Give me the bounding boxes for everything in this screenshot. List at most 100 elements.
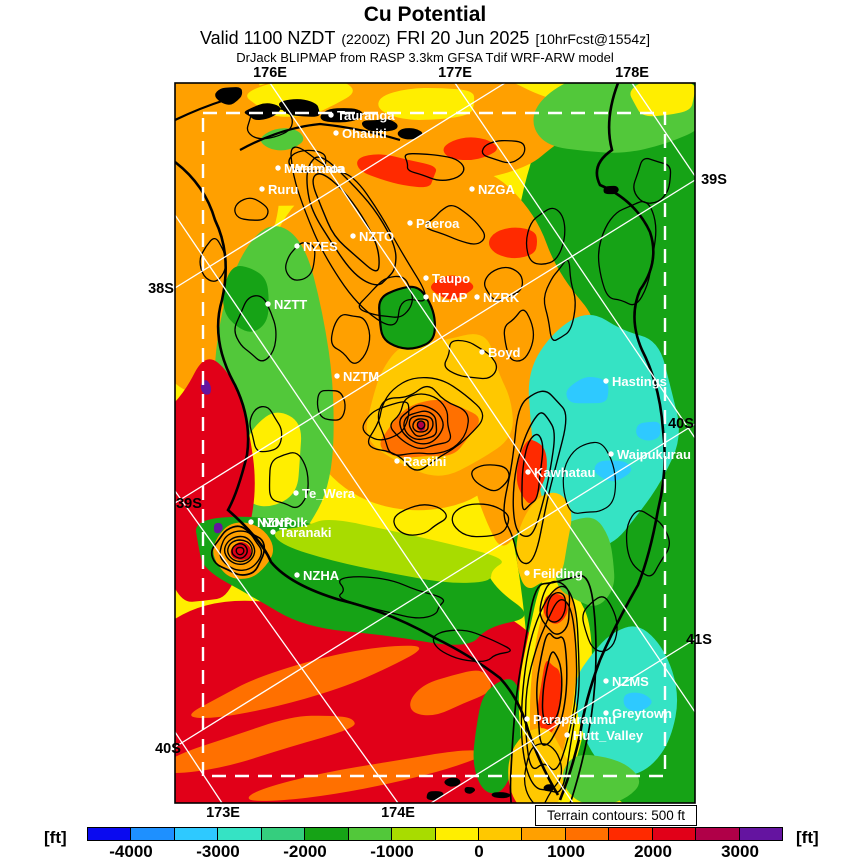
- coast-landmass-blob: [491, 792, 511, 799]
- site-dot: [603, 678, 609, 684]
- map-region: [488, 227, 537, 259]
- site-label: NZMS: [612, 674, 649, 689]
- colorbar-segment: [434, 828, 478, 840]
- terrain-contour: [223, 535, 256, 566]
- terrain-contour: [377, 385, 469, 456]
- colorbar: [87, 827, 783, 841]
- terrain-contour: [312, 173, 380, 272]
- site-label: Feilding: [533, 566, 583, 581]
- axis-label-top-178e: 178E: [615, 65, 649, 81]
- site-label: Norfolk: [262, 515, 308, 530]
- site-marker: NZTM: [334, 369, 379, 384]
- colorbar-tick-label: 3000: [721, 842, 759, 860]
- site-dot: [350, 233, 356, 239]
- colorbar-tick-label: -1000: [370, 842, 414, 860]
- model-domain-boundary: [201, 111, 667, 778]
- terrain-contour: [330, 314, 371, 364]
- terrain-legend-box: Terrain contours: 500 ft: [535, 805, 697, 826]
- site-marker: Hutt_Valley: [564, 728, 644, 743]
- terrain-contour: [390, 393, 452, 450]
- site-dot: [294, 243, 300, 249]
- colorbar-segment: [304, 828, 348, 840]
- terrain-contour: [362, 401, 410, 441]
- coast-landmass-blob: [244, 103, 281, 120]
- terrain-contour: [509, 574, 597, 803]
- site-dot: [524, 716, 530, 722]
- site-dot: [474, 294, 480, 300]
- terrain-contour: [483, 266, 524, 301]
- axis-label-right-40s: 40S: [668, 416, 694, 432]
- axis-label-top-177e: 177E: [438, 65, 472, 81]
- site-label: Hastings: [612, 374, 667, 389]
- site-label: Matamata: [284, 161, 345, 176]
- site-label: Greytown: [612, 706, 672, 721]
- site-label: NZNP: [257, 515, 293, 530]
- map-region: [516, 492, 572, 589]
- map-region: [594, 460, 632, 482]
- site-marker: NZHA: [294, 568, 340, 583]
- axis-label-left-39s: 39S: [176, 496, 202, 512]
- terrain-contour: [451, 503, 510, 538]
- colorbar-segment: [88, 828, 131, 840]
- graticule-line-175e: [175, 214, 574, 803]
- graticule-line-176e: [269, 83, 695, 713]
- site-marker: NZTO: [350, 229, 394, 244]
- terrain-contour: [358, 275, 414, 318]
- site-label: Taupo: [432, 271, 470, 286]
- terrain-contour: [582, 596, 618, 653]
- site-label: Kawhatau: [534, 465, 595, 480]
- site-dot: [479, 349, 485, 355]
- map-region: [410, 670, 491, 716]
- site-marker: NZRK: [474, 290, 520, 305]
- terrain-contour: [403, 410, 438, 441]
- terrain-contour: [367, 376, 484, 471]
- terrain-contour: [235, 546, 245, 556]
- terrain-contour: [378, 285, 436, 350]
- terrain-contour: [399, 404, 444, 445]
- site-label: Hutt_Valley: [573, 728, 644, 743]
- terrain-contour: [425, 204, 486, 245]
- site-markers: Tauranga Ohauiti Matamata Waharoa Ruru N…: [248, 108, 691, 743]
- terrain-contour: [503, 390, 567, 565]
- terrain-contour: [288, 149, 327, 172]
- terrain-contour: [471, 464, 510, 492]
- axis-label-right-41s: 41S: [686, 632, 712, 648]
- coastline-east: [558, 83, 666, 801]
- site-marker: Hastings: [603, 374, 667, 389]
- coast-landmass-blob: [543, 784, 554, 792]
- terrain-contour: [503, 309, 535, 362]
- site-marker: Greytown: [603, 706, 672, 721]
- colorbar-segment: [347, 828, 392, 840]
- axis-label-bottom-174e: 174E: [381, 805, 415, 821]
- colorbar-tick-label: -4000: [109, 842, 153, 860]
- terrain-contour: [521, 433, 544, 511]
- site-dot: [248, 519, 254, 525]
- terrain-contour: [316, 389, 346, 421]
- site-marker: NZTT: [265, 297, 307, 312]
- graticule-line-40s: [175, 423, 695, 748]
- terrain-contour: [525, 207, 566, 265]
- site-marker: Ruru: [259, 182, 298, 197]
- valid-date: FRI 20 Jun 2025: [396, 28, 530, 48]
- site-label: Te_Wera: [302, 486, 356, 501]
- map-region: [566, 377, 609, 404]
- site-marker: NZMS: [603, 674, 649, 689]
- site-label: Waharoa: [291, 161, 346, 176]
- site-label: NZAP: [432, 290, 468, 305]
- map-region: [274, 520, 502, 583]
- site-dot: [334, 373, 340, 379]
- valid-utc: (2200Z): [341, 31, 391, 47]
- terrain-contour: [562, 441, 617, 514]
- terrain-contour: [633, 157, 672, 204]
- coast-landmass-blob: [464, 787, 476, 794]
- terrain-contour: [306, 156, 397, 286]
- site-dot: [524, 570, 530, 576]
- site-marker: Waipukurau: [608, 447, 691, 462]
- terrain-contour: [541, 651, 563, 725]
- terrain-contour: [219, 530, 263, 571]
- terrain-contour: [234, 197, 269, 221]
- site-marker: Matamata: [275, 161, 345, 176]
- site-marker: NZNP: [248, 515, 293, 530]
- site-label: Paeroa: [416, 216, 460, 231]
- site-dot: [328, 112, 334, 118]
